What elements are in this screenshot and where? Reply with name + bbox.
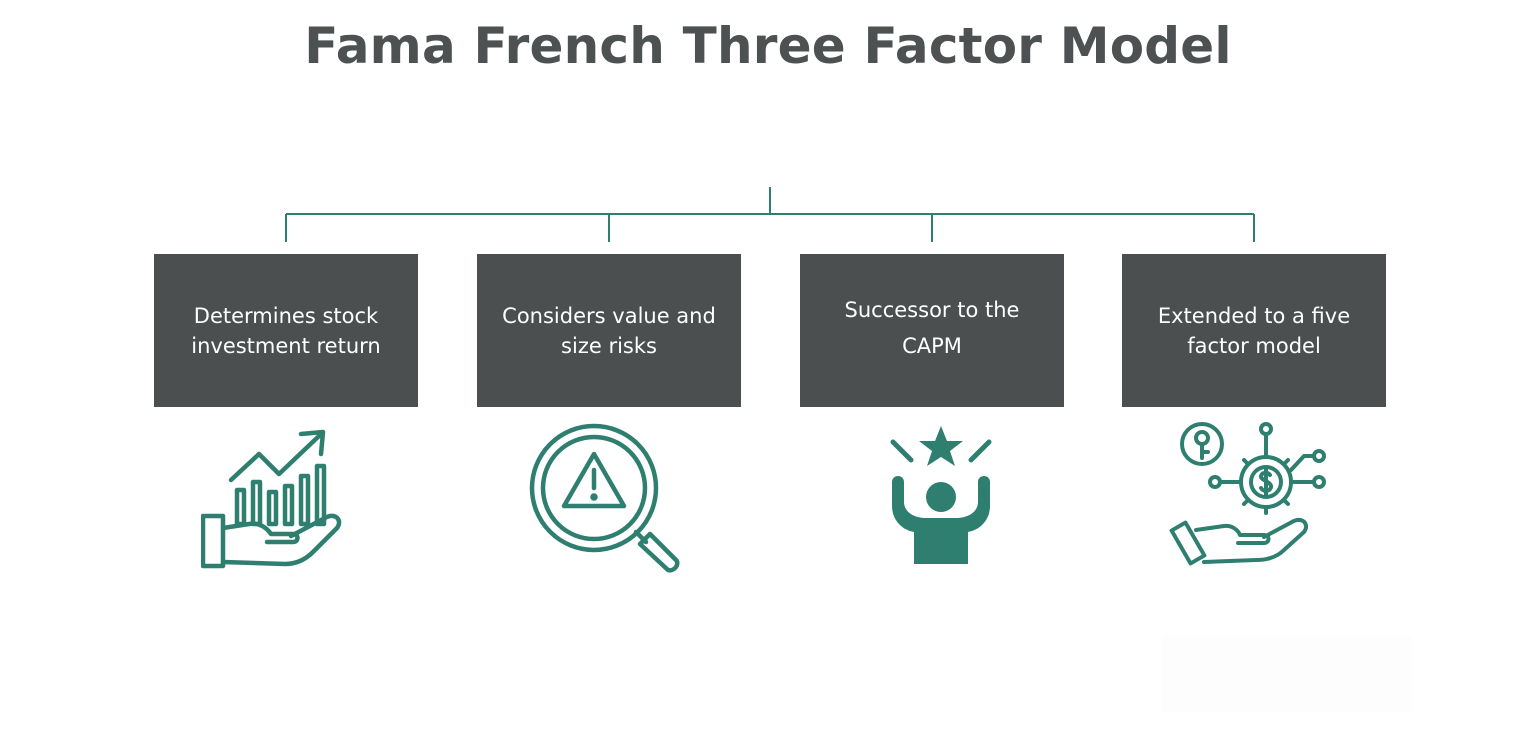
page-title: Fama French Three Factor Model xyxy=(304,17,1232,75)
factor-box-determines-return: Determines stock investment return xyxy=(154,254,418,407)
growth-chart-in-hand-icon xyxy=(201,429,342,569)
person-with-star-icon xyxy=(890,426,992,564)
factor-box-value-size-risks: Considers value and size risks xyxy=(477,254,741,407)
factor-box-five-factor: Extended to a five factor model xyxy=(1122,254,1386,407)
factor-box-capm-successor: Successor to the CAPM xyxy=(800,254,1064,407)
factor-box-label: Considers value and size risks xyxy=(502,303,716,358)
factor-box-label: Successor to the CAPM xyxy=(844,297,1020,358)
watermark-area xyxy=(1162,636,1412,712)
factor-box-label: Extended to a five factor model xyxy=(1157,303,1351,358)
magnifier-warning-icon xyxy=(529,423,680,573)
money-network-in-hand-icon xyxy=(1169,422,1326,566)
factor-box-label: Determines stock investment return xyxy=(191,303,381,358)
